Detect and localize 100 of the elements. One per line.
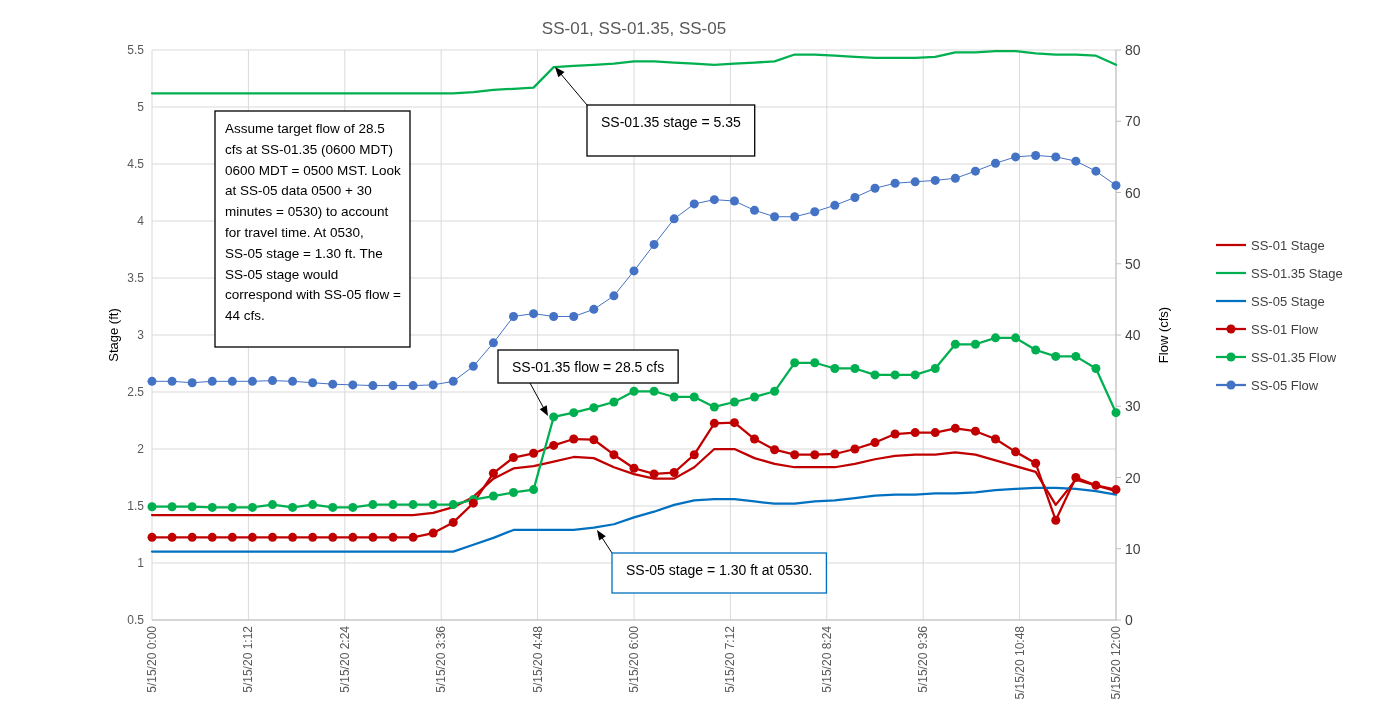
point [288,376,298,386]
point [288,502,298,512]
point [549,311,559,321]
annotation: SS-01.35 stage = 5.35 [601,114,741,130]
point [187,502,197,512]
point [970,339,980,349]
point [408,500,418,510]
point [348,380,358,390]
point [388,500,398,510]
chart-title: SS-01, SS-01.35, SS-05 [541,19,727,38]
point [1111,180,1121,190]
x-tick-label: 5/15/20 8:24 [819,625,834,693]
point [890,429,900,439]
point [890,370,900,380]
point [147,502,157,512]
point [1091,166,1101,176]
point [790,212,800,222]
point [529,448,539,458]
y2-tick-label: 30 [1125,398,1141,415]
y-tick-label: 5 [137,100,145,114]
point [1011,447,1021,457]
y-tick-label: 1.5 [127,499,145,513]
point [729,397,739,407]
point [629,266,639,276]
point [910,370,920,380]
point [428,380,438,390]
x-tick-label: 5/15/20 0:00 [145,625,159,693]
legend-label: SS-01.35 Flow [1251,350,1337,365]
point [709,418,719,428]
point [609,291,619,301]
point [1051,152,1061,162]
point [750,392,759,402]
point [569,408,579,418]
point [569,434,579,444]
point [268,532,277,542]
point [549,412,559,422]
point [970,426,980,436]
point [669,468,679,478]
point [388,381,398,391]
point [830,449,840,459]
point [870,438,880,448]
point [1011,333,1021,343]
point [328,532,338,542]
point [669,214,679,224]
point [589,435,599,445]
point [1071,351,1081,361]
point [308,500,318,510]
y2-axis-title: Flow (cfs) [1156,306,1171,364]
point [509,453,518,463]
point [308,532,318,542]
point [649,386,659,396]
point [268,376,277,386]
point [207,532,217,542]
y2-tick-label: 60 [1125,184,1141,201]
y-tick-label: 0.5 [127,613,145,627]
point [428,528,438,538]
legend-label: SS-05 Stage [1251,294,1325,309]
point [488,491,498,501]
point [468,361,478,371]
point [328,502,338,512]
point [1071,156,1081,166]
y-tick-label: 1 [137,556,145,570]
point [770,212,780,222]
point [549,440,559,450]
point [991,434,1000,444]
x-tick-label: 5/15/20 1:12 [241,625,256,693]
y2-tick-label: 10 [1125,540,1141,557]
x-tick-label: 5/15/20 4:48 [530,625,545,693]
legend-label: SS-01 Flow [1251,322,1319,337]
y2-tick-label: 50 [1125,255,1141,272]
point [147,532,157,542]
point [910,177,920,187]
point [870,370,880,380]
point [890,178,900,188]
x-tick-label: 5/15/20 6:00 [627,625,641,693]
point [790,358,800,368]
point [1071,473,1081,482]
point [1031,345,1041,355]
point [448,500,458,510]
point [187,532,197,542]
point [1091,480,1101,490]
point [770,445,780,455]
point [750,434,759,444]
point [247,532,257,542]
y2-tick-label: 40 [1125,327,1141,343]
x-tick-label: 5/15/20 2:24 [337,625,352,693]
y2-tick-label: 80 [1125,42,1141,58]
y-tick-label: 4 [137,214,145,228]
point [950,173,960,183]
point [669,392,679,402]
point [569,311,579,321]
point [1031,458,1041,468]
legend-label: SS-01.35 Stage [1251,266,1343,281]
annotation: SS-01.35 flow = 28.5 cfs [512,359,665,375]
point [408,532,418,542]
point [227,502,237,512]
point [488,338,498,348]
point [388,532,398,542]
y2-tick-label: 0 [1125,612,1133,628]
y-tick-label: 2.5 [127,385,145,399]
